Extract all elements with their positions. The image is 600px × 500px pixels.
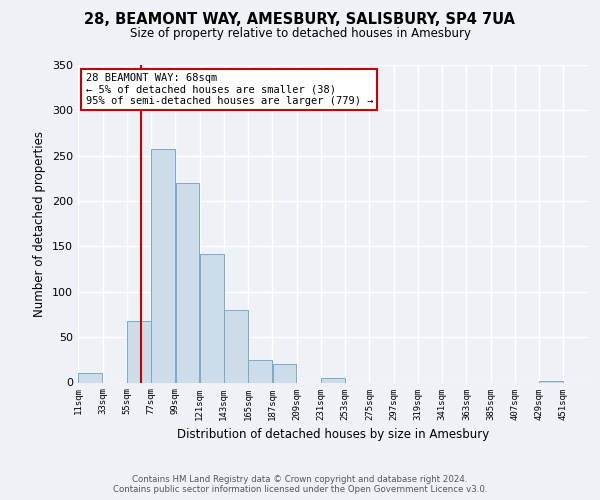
Bar [248, 360, 272, 382]
Y-axis label: Number of detached properties: Number of detached properties [34, 130, 46, 317]
Bar [321, 378, 345, 382]
Bar [224, 310, 248, 382]
Text: 28, BEAMONT WAY, AMESBURY, SALISBURY, SP4 7UA: 28, BEAMONT WAY, AMESBURY, SALISBURY, SP… [85, 12, 515, 28]
Bar [539, 380, 563, 382]
Bar [200, 254, 224, 382]
Bar [79, 374, 102, 382]
Bar [151, 150, 175, 382]
Bar [127, 321, 151, 382]
Text: 28 BEAMONT WAY: 68sqm
← 5% of detached houses are smaller (38)
95% of semi-detac: 28 BEAMONT WAY: 68sqm ← 5% of detached h… [86, 73, 373, 106]
Bar [176, 183, 199, 382]
X-axis label: Distribution of detached houses by size in Amesbury: Distribution of detached houses by size … [177, 428, 489, 441]
Bar [272, 364, 296, 382]
Text: Size of property relative to detached houses in Amesbury: Size of property relative to detached ho… [130, 28, 470, 40]
Text: Contains HM Land Registry data © Crown copyright and database right 2024.
Contai: Contains HM Land Registry data © Crown c… [113, 474, 487, 494]
